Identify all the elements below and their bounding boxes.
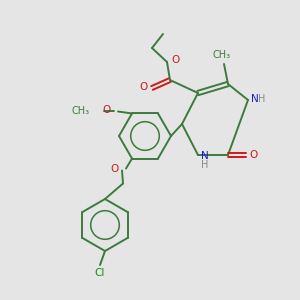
Text: Cl: Cl <box>95 268 105 278</box>
Text: N: N <box>251 94 259 104</box>
Text: CH₃: CH₃ <box>213 50 231 60</box>
Text: O: O <box>140 82 148 92</box>
Text: N: N <box>201 151 209 161</box>
Text: H: H <box>258 94 266 104</box>
Text: O: O <box>171 55 179 65</box>
Text: CH₃: CH₃ <box>72 106 90 116</box>
Text: O: O <box>103 106 111 116</box>
Text: H: H <box>201 160 208 170</box>
Text: O: O <box>250 150 258 160</box>
Text: O: O <box>111 164 119 173</box>
